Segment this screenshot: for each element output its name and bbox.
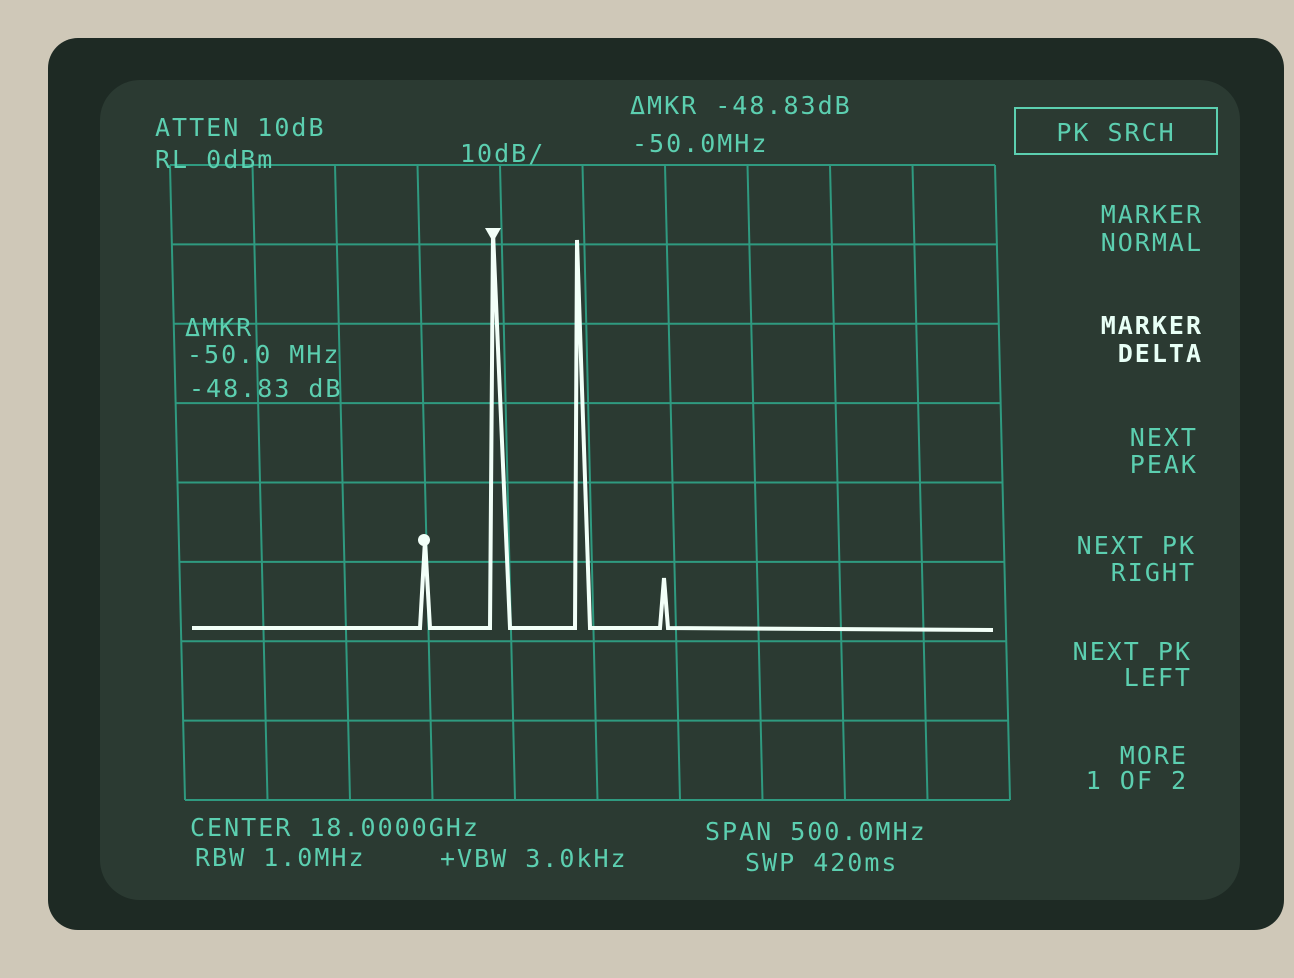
analyzer-screen: ATTEN 10dB RL 0dBm 10dB/ ΔMKR -48.83dB -… [0, 0, 1294, 978]
scale: 10dB/ [460, 139, 545, 168]
span: SPAN 500.0MHz [705, 817, 927, 846]
sweep: SWP 420ms [745, 848, 898, 877]
softkey[interactable]: MARKER [1101, 200, 1203, 229]
rbw: RBW 1.0MHz [195, 843, 366, 872]
softkey[interactable]: PEAK [1130, 450, 1198, 479]
softkey[interactable]: PK SRCH [1056, 118, 1175, 147]
center-freq: CENTER 18.0000GHz [190, 813, 480, 842]
softkey[interactable]: MARKER [1101, 311, 1203, 340]
marker-delta: ΔMKR -48.83dB [630, 91, 852, 120]
marker-dot [418, 534, 430, 546]
atten: ATTEN 10dB [155, 113, 326, 142]
softkey[interactable]: RIGHT [1111, 558, 1196, 587]
softkey[interactable]: DELTA [1118, 339, 1203, 368]
softkey[interactable]: LEFT [1124, 663, 1192, 692]
crt-glow [100, 80, 1240, 900]
readout-line: ΔMKR [185, 313, 253, 342]
softkey[interactable]: NEXT PK [1077, 531, 1196, 560]
readout-line: -48.83 dB [189, 374, 342, 403]
softkey[interactable]: NEXT PK [1073, 637, 1192, 666]
vbw: +VBW 3.0kHz [440, 844, 628, 873]
softkey[interactable]: NORMAL [1101, 228, 1203, 257]
softkey[interactable]: NEXT [1130, 423, 1198, 452]
softkey[interactable]: 1 OF 2 [1086, 766, 1188, 795]
readout-line: -50.0 MHz [187, 340, 340, 369]
ref-level: RL 0dBm [155, 145, 274, 174]
marker-freq: -50.0MHz [632, 129, 768, 158]
